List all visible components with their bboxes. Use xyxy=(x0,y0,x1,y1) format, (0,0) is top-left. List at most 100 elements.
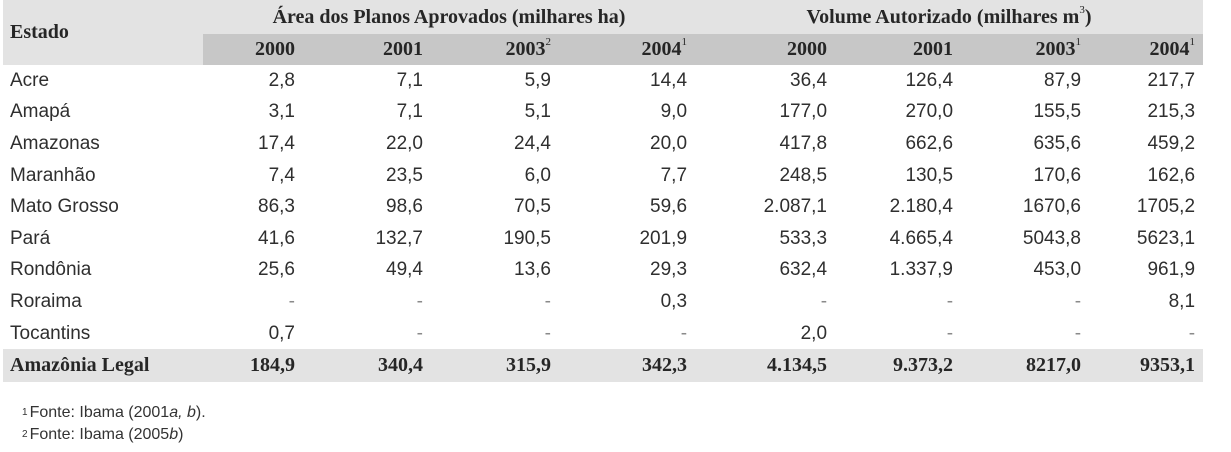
value-cell: - xyxy=(946,322,954,344)
table-row: Acre 2,8 7,1 5,9 14,4 36,4 126,4 87,9 217,7 xyxy=(3,65,1203,97)
value-cell: - xyxy=(680,322,688,344)
value-cell: 662,6 xyxy=(905,132,954,154)
state-cell: Rondônia xyxy=(10,259,92,281)
value-cell: 635,6 xyxy=(1033,132,1082,154)
group-header-volume: Volume Autorizado (milhares m3) xyxy=(695,0,1204,34)
value-cell: 340,4 xyxy=(303,349,431,383)
value-cell: 270,0 xyxy=(905,101,954,123)
value-cell: 9.373,2 xyxy=(835,349,962,383)
value-cell: 315,9 xyxy=(431,349,559,383)
value-cell: 533,3 xyxy=(779,227,828,249)
value-cell: 14,4 xyxy=(650,69,688,91)
group-header-volume-title-end: ) xyxy=(1084,5,1092,28)
value-cell: 4.134,5 xyxy=(695,349,836,383)
value-cell: 20,0 xyxy=(650,132,688,154)
value-cell: 0,3 xyxy=(660,290,688,312)
value-cell: 98,6 xyxy=(386,196,423,218)
value-cell: - xyxy=(416,290,423,312)
value-cell: 632,4 xyxy=(779,259,828,281)
table-row: Maranhão 7,4 23,5 6,0 7,7 248,5 130,5 170,6 162,… xyxy=(3,160,1203,192)
header-row-years: 2000 2001 20032 20041 2000 2001 20031 20… xyxy=(3,34,1204,65)
table-row: Rondônia 25,6 49,4 13,6 29,3 632,4 1.337,9 453,… xyxy=(3,255,1203,287)
value-cell: 9,0 xyxy=(660,101,688,123)
group-header-volume-unit-sup: 3 xyxy=(1079,3,1085,16)
value-cell: 7,7 xyxy=(660,164,688,186)
value-cell: 7,4 xyxy=(268,164,295,186)
value-cell: 59,6 xyxy=(650,196,688,218)
value-cell: 201,9 xyxy=(639,227,688,249)
value-cell: 248,5 xyxy=(779,164,828,186)
value-cell: 342,3 xyxy=(559,349,696,383)
value-cell: 5,1 xyxy=(524,101,551,123)
state-cell: Tocantins xyxy=(10,322,91,344)
year-header: 2000 xyxy=(695,34,836,65)
value-cell: 9353,1 xyxy=(1089,349,1204,383)
value-cell: 217,7 xyxy=(1147,69,1196,91)
table-row: Mato Grosso 86,3 98,6 70,5 59,6 2.087,1 2.180,… xyxy=(3,191,1203,223)
value-cell: 8,1 xyxy=(1168,290,1196,312)
value-cell: 5,9 xyxy=(524,69,551,91)
value-cell: 7,1 xyxy=(396,101,423,123)
year-header: 20031 xyxy=(961,34,1090,65)
group-header-area-title: Área dos Planos Aprovados (milhares ha) xyxy=(272,5,626,28)
state-cell: Acre xyxy=(10,69,50,91)
group-header-volume-title: Volume Autorizado (milhares m xyxy=(806,5,1080,28)
value-cell: - xyxy=(1074,290,1082,312)
value-cell: 2.087,1 xyxy=(763,196,828,218)
year-header: 20041 xyxy=(1089,34,1204,65)
state-cell: Amazonas xyxy=(10,132,100,154)
table-body: Acre 2,8 7,1 5,9 14,4 36,4 126,4 87,9 217,7 Amapá… xyxy=(3,65,1204,383)
value-cell: 24,4 xyxy=(514,132,551,154)
year-header: 20032 xyxy=(431,34,559,65)
state-cell: Pará xyxy=(10,227,51,249)
value-cell: 155,5 xyxy=(1033,101,1082,123)
state-cell: Mato Grosso xyxy=(10,196,119,218)
value-cell: 6,0 xyxy=(524,164,551,186)
value-cell: 17,4 xyxy=(258,132,295,154)
value-cell: 41,6 xyxy=(258,227,295,249)
value-cell: 49,4 xyxy=(386,259,423,281)
data-table: Estado Área dos Planos Aprovados (milhar… xyxy=(3,0,1204,383)
value-cell: 126,4 xyxy=(905,69,954,91)
value-cell: 1670,6 xyxy=(1022,196,1082,218)
table-row: Pará 41,6 132,7 190,5 201,9 533,3 4.665,4 5043,… xyxy=(3,223,1203,255)
value-cell: 5043,8 xyxy=(1022,227,1082,249)
state-cell: Roraima xyxy=(10,290,82,312)
value-cell: 453,0 xyxy=(1033,259,1082,281)
value-cell: 5623,1 xyxy=(1136,227,1196,249)
value-cell: 417,8 xyxy=(779,132,828,154)
value-cell: - xyxy=(946,290,954,312)
value-cell: 1.337,9 xyxy=(889,259,954,281)
value-cell: 2.180,4 xyxy=(889,196,954,218)
value-cell: 190,5 xyxy=(503,227,551,249)
table-row: Amazonas 17,4 22,0 24,4 20,0 417,8 662,6 635,6 4… xyxy=(3,128,1203,160)
table-row: Roraima - - - 0,3 - - - 8,1 xyxy=(3,286,1203,318)
value-cell: 132,7 xyxy=(375,227,423,249)
value-cell: 3,1 xyxy=(268,101,295,123)
value-cell: 22,0 xyxy=(386,132,423,154)
value-cell: 13,6 xyxy=(514,259,551,281)
value-cell: 86,3 xyxy=(258,196,295,218)
value-cell: 25,6 xyxy=(258,259,295,281)
footnotes: 1 Fonte: Ibama (2001a, b). 2 Fonte: Ibama … xyxy=(22,402,206,446)
value-cell: 459,2 xyxy=(1147,132,1196,154)
value-cell: - xyxy=(544,322,551,344)
value-cell: 961,9 xyxy=(1147,259,1196,281)
value-cell: 215,3 xyxy=(1147,101,1196,123)
total-row: Amazônia Legal 184,9 340,4 315,9 342,3 4.134,… xyxy=(3,349,1204,383)
year-header: 2000 xyxy=(203,34,303,65)
value-cell: 170,6 xyxy=(1033,164,1082,186)
value-cell: 130,5 xyxy=(905,164,954,186)
value-cell: - xyxy=(416,322,423,344)
value-cell: 29,3 xyxy=(650,259,688,281)
value-cell: 8217,0 xyxy=(961,349,1090,383)
value-cell: 87,9 xyxy=(1044,69,1082,91)
value-cell: 23,5 xyxy=(386,164,423,186)
state-column-header: Estado xyxy=(3,0,203,65)
value-cell: - xyxy=(544,290,551,312)
value-cell: - xyxy=(1074,322,1082,344)
value-cell: 36,4 xyxy=(790,69,828,91)
data-table-container: Estado Área dos Planos Aprovados (milhar… xyxy=(3,0,1204,383)
value-cell: 1705,2 xyxy=(1136,196,1196,218)
total-label: Amazônia Legal xyxy=(3,349,203,383)
